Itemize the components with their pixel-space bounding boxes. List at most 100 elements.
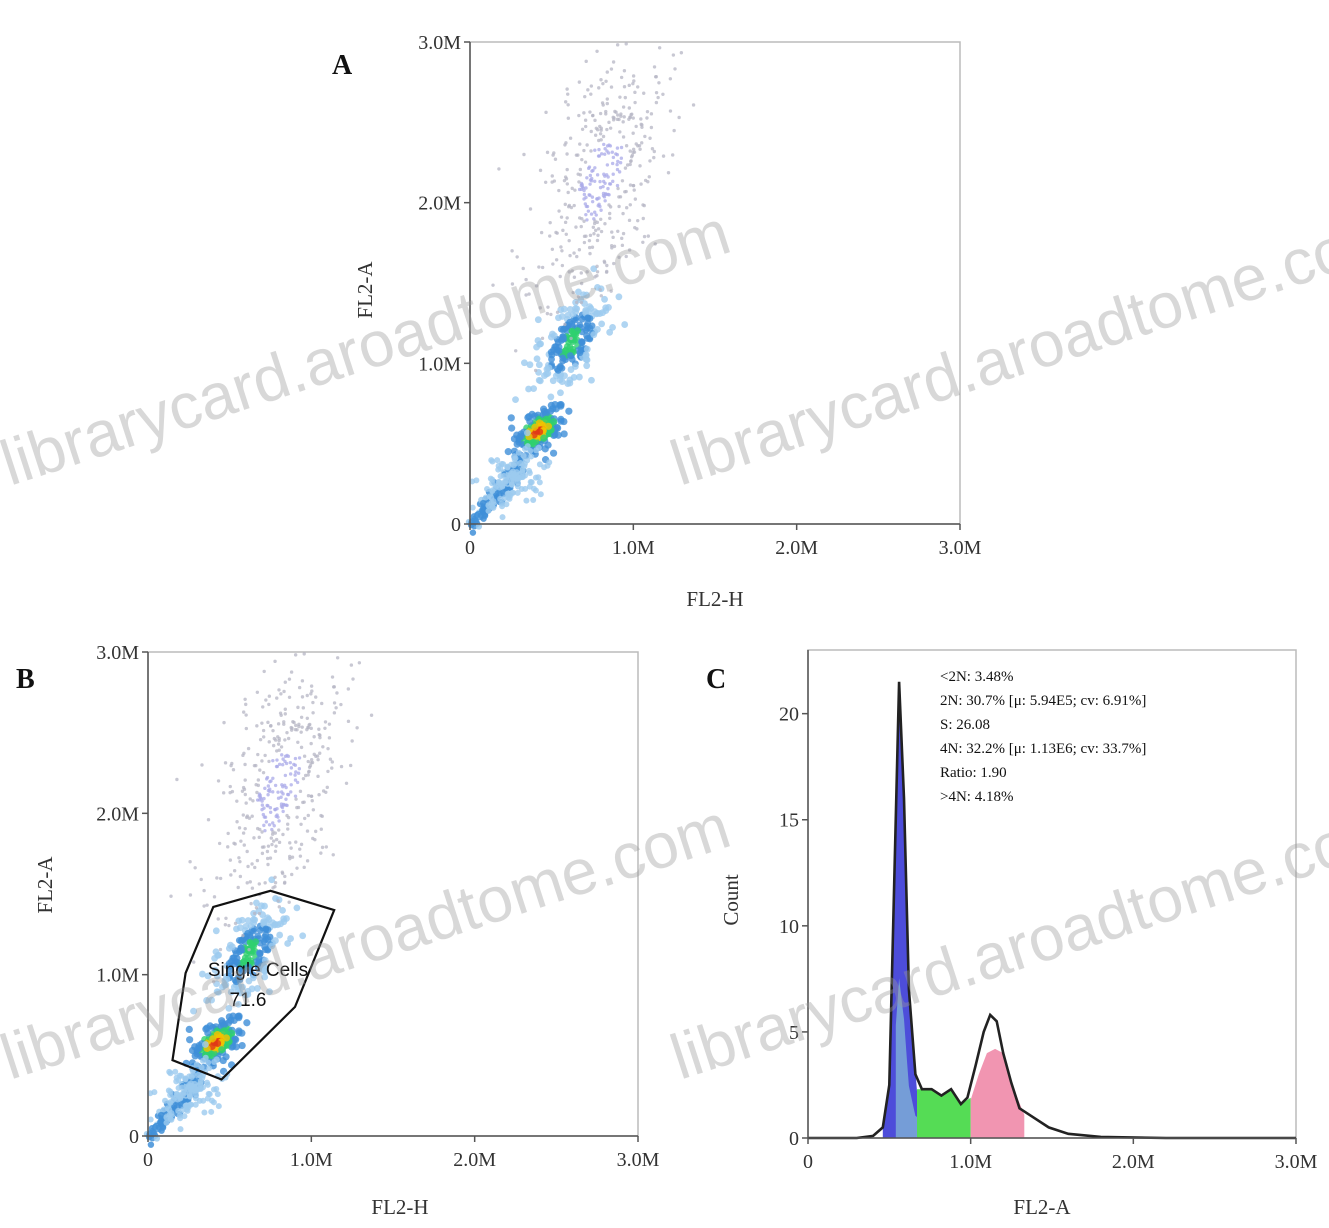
density-point bbox=[499, 514, 506, 521]
density-point bbox=[488, 494, 495, 501]
density-point bbox=[235, 1029, 243, 1037]
density-point bbox=[597, 86, 601, 90]
density-point bbox=[238, 936, 246, 944]
density-point bbox=[547, 348, 555, 356]
density-point bbox=[570, 373, 578, 381]
density-point bbox=[598, 185, 603, 190]
single-cells-gate[interactable] bbox=[171, 889, 336, 1081]
density-point bbox=[595, 270, 600, 274]
density-point bbox=[564, 380, 572, 387]
density-point bbox=[243, 792, 248, 797]
density-point bbox=[481, 512, 489, 519]
density-point bbox=[595, 173, 600, 177]
density-point bbox=[284, 797, 288, 801]
density-point bbox=[595, 197, 599, 201]
density-point bbox=[263, 753, 267, 758]
density-point bbox=[578, 338, 586, 346]
density-point bbox=[311, 836, 315, 841]
density-point bbox=[624, 42, 628, 46]
density-point bbox=[257, 911, 262, 916]
density-point bbox=[588, 233, 593, 238]
density-point bbox=[569, 336, 573, 341]
density-point bbox=[275, 696, 279, 700]
density-point bbox=[273, 659, 277, 664]
density-point bbox=[605, 101, 609, 106]
density-point bbox=[579, 271, 583, 275]
density-point bbox=[604, 79, 608, 83]
density-point bbox=[566, 318, 574, 326]
density-point bbox=[283, 738, 287, 742]
density-point bbox=[587, 238, 592, 243]
density-point bbox=[538, 306, 542, 310]
density-point bbox=[319, 851, 323, 855]
density-point bbox=[301, 706, 306, 710]
density-point bbox=[273, 783, 278, 788]
density-point bbox=[320, 845, 325, 850]
density-point bbox=[563, 322, 567, 327]
density-point bbox=[296, 740, 300, 745]
density-point bbox=[668, 77, 673, 81]
density-point bbox=[276, 931, 284, 939]
density-point bbox=[577, 180, 581, 184]
density-point bbox=[242, 991, 250, 999]
density-point bbox=[636, 218, 640, 223]
density-point bbox=[539, 230, 544, 235]
density-point bbox=[230, 761, 234, 766]
density-point bbox=[307, 770, 311, 774]
density-point bbox=[619, 145, 624, 150]
density-point bbox=[194, 1086, 201, 1093]
density-point bbox=[638, 164, 642, 168]
density-point bbox=[348, 763, 353, 768]
density-point bbox=[256, 752, 260, 757]
density-point bbox=[516, 474, 523, 481]
density-point bbox=[262, 806, 266, 810]
density-point bbox=[591, 113, 595, 118]
density-point bbox=[275, 758, 279, 762]
watermark-text: librarycard.aroadtome.com bbox=[0, 196, 738, 500]
density-point bbox=[167, 1115, 174, 1122]
density-point bbox=[632, 188, 636, 192]
stat-s: S: 26.08 bbox=[940, 717, 990, 733]
density-point bbox=[271, 839, 276, 843]
density-point bbox=[558, 378, 566, 385]
density-point bbox=[565, 216, 569, 220]
density-point bbox=[175, 1077, 182, 1084]
x-tick-label: 1.0M bbox=[612, 537, 655, 559]
x-tick-label: 3.0M bbox=[1275, 1151, 1318, 1173]
x-tick-label: 0 bbox=[143, 1149, 153, 1171]
density-point bbox=[559, 245, 563, 249]
density-point bbox=[616, 186, 620, 191]
density-point bbox=[253, 865, 257, 870]
density-point bbox=[563, 220, 568, 225]
density-point bbox=[296, 771, 301, 775]
density-point bbox=[260, 803, 265, 807]
density-point bbox=[576, 349, 584, 357]
density-point bbox=[204, 972, 212, 980]
density-point bbox=[588, 110, 592, 114]
density-point bbox=[243, 826, 247, 831]
density-point bbox=[265, 856, 270, 861]
density-point bbox=[221, 791, 226, 795]
density-point bbox=[473, 477, 480, 484]
density-point bbox=[217, 841, 222, 846]
density-point bbox=[309, 692, 313, 696]
density-point bbox=[210, 1086, 217, 1093]
density-point bbox=[273, 738, 278, 742]
density-point bbox=[243, 1019, 251, 1027]
density-point bbox=[563, 202, 567, 207]
density-point bbox=[267, 702, 271, 707]
density-point bbox=[567, 270, 571, 274]
density-point bbox=[578, 315, 586, 323]
density-point bbox=[550, 174, 554, 178]
density-point bbox=[195, 1071, 202, 1078]
density-point bbox=[530, 496, 537, 503]
density-point bbox=[326, 769, 330, 774]
density-point bbox=[527, 292, 531, 296]
density-point bbox=[175, 777, 179, 782]
density-point bbox=[494, 457, 501, 464]
density-point bbox=[227, 923, 231, 928]
density-point bbox=[290, 872, 294, 877]
density-point bbox=[615, 167, 620, 172]
density-point bbox=[323, 720, 328, 724]
density-point bbox=[244, 917, 252, 924]
